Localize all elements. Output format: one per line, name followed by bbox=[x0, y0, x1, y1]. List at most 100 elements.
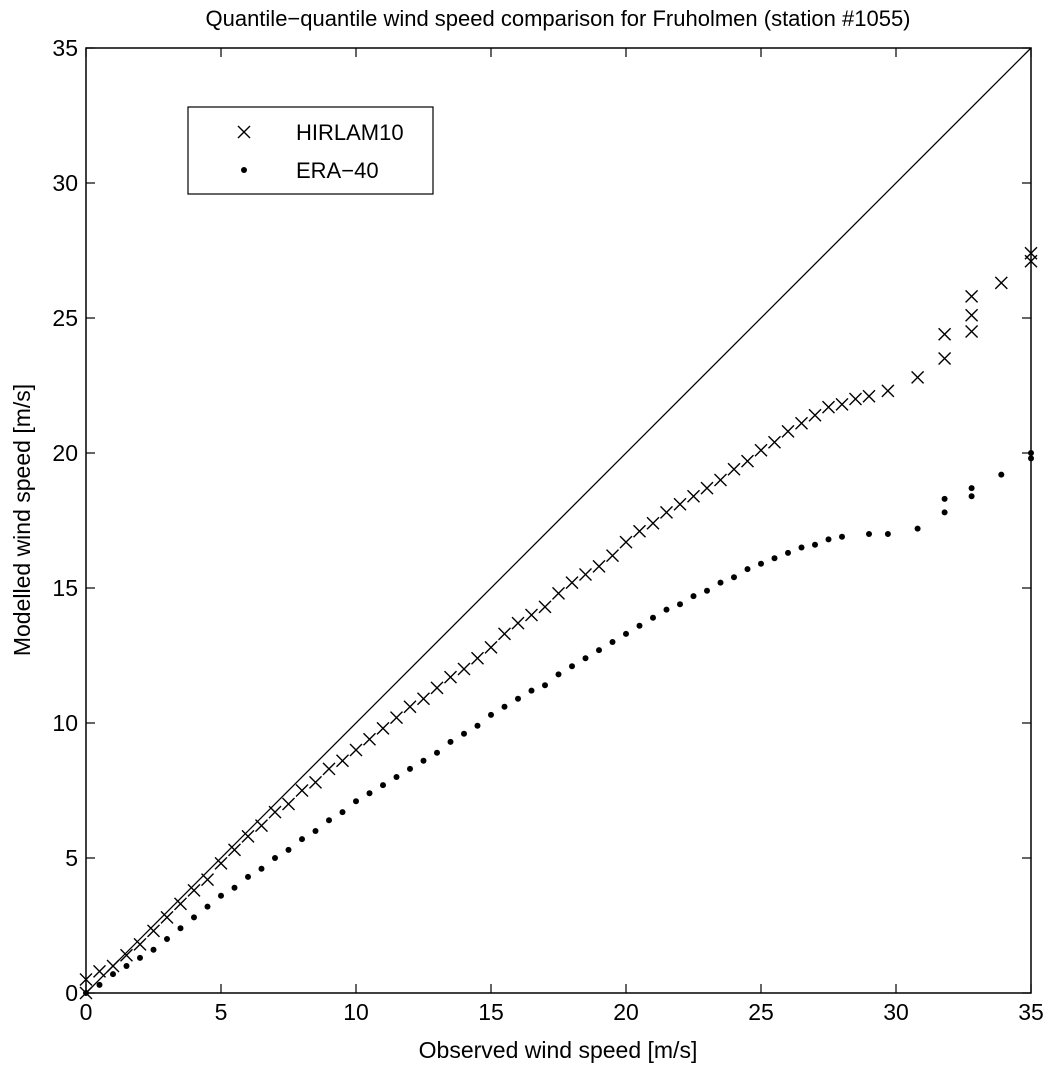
marker-x bbox=[390, 711, 403, 725]
legend-label: ERA−40 bbox=[296, 158, 379, 183]
marker-dot bbox=[420, 757, 427, 764]
identity-line bbox=[85, 47, 1032, 994]
marker-dot bbox=[582, 655, 589, 662]
marker-dot bbox=[968, 493, 975, 500]
marker-x bbox=[673, 497, 687, 511]
marker-dot bbox=[326, 817, 332, 824]
marker-x bbox=[741, 454, 754, 468]
marker-dot bbox=[258, 865, 265, 872]
x-tick-label: 15 bbox=[478, 999, 504, 1025]
marker-dot bbox=[204, 903, 211, 910]
marker-x bbox=[754, 443, 768, 457]
y-tick-label: 0 bbox=[65, 980, 78, 1006]
y-tick-label: 20 bbox=[52, 440, 78, 466]
marker-dot bbox=[137, 954, 143, 961]
y-tick-label: 35 bbox=[52, 35, 78, 61]
marker-dot bbox=[663, 606, 670, 613]
marker-dot bbox=[609, 639, 616, 645]
marker-x bbox=[376, 721, 390, 735]
marker-x bbox=[714, 473, 727, 487]
y-tick-label: 5 bbox=[65, 845, 78, 871]
marker-dot bbox=[339, 809, 346, 816]
marker-dot bbox=[866, 531, 872, 537]
marker-x bbox=[862, 389, 876, 403]
marker-x bbox=[417, 692, 430, 706]
marker-dot bbox=[623, 630, 629, 637]
marker-dot bbox=[650, 614, 656, 621]
marker-dot bbox=[366, 790, 373, 797]
marker-x bbox=[822, 400, 835, 414]
marker-x bbox=[120, 948, 133, 962]
marker-x bbox=[282, 797, 295, 811]
marker-dot bbox=[164, 936, 170, 942]
marker-x bbox=[133, 937, 147, 951]
marker-x bbox=[538, 600, 552, 614]
marker-x bbox=[938, 352, 952, 365]
marker-dot bbox=[380, 782, 386, 789]
x-tick-label: 30 bbox=[883, 999, 909, 1025]
marker-dot bbox=[839, 533, 845, 540]
y-tick-label: 10 bbox=[52, 710, 78, 736]
marker-dot bbox=[353, 798, 359, 805]
marker-x bbox=[237, 125, 251, 139]
marker-dot bbox=[83, 990, 89, 996]
marker-x bbox=[965, 325, 979, 338]
marker-x bbox=[565, 576, 579, 590]
marker-dot bbox=[231, 884, 238, 891]
marker-x bbox=[363, 732, 376, 746]
marker-dot bbox=[407, 765, 413, 772]
x-tick-label: 20 bbox=[613, 999, 639, 1025]
marker-dot bbox=[555, 671, 562, 678]
marker-dot bbox=[501, 703, 508, 710]
marker-x bbox=[579, 568, 592, 581]
marker-dot bbox=[488, 711, 494, 718]
marker-dot bbox=[110, 971, 116, 978]
marker-dot bbox=[704, 587, 710, 594]
marker-dot bbox=[434, 749, 440, 756]
marker-dot bbox=[218, 892, 224, 899]
marker-x bbox=[795, 416, 808, 430]
marker-x bbox=[309, 775, 322, 789]
marker-x bbox=[727, 462, 741, 476]
chart-title: Quantile−quantile wind speed comparison … bbox=[205, 6, 910, 31]
y-tick-label: 30 bbox=[52, 170, 78, 196]
marker-x bbox=[79, 973, 93, 986]
marker-x bbox=[552, 586, 565, 600]
marker-dot bbox=[312, 828, 319, 834]
marker-dot bbox=[96, 981, 103, 988]
marker-x bbox=[511, 616, 525, 630]
marker-x bbox=[268, 805, 282, 819]
marker-x bbox=[965, 289, 979, 303]
marker-dot bbox=[798, 544, 805, 551]
marker-dot bbox=[569, 663, 575, 670]
marker-dot bbox=[245, 873, 251, 880]
marker-x bbox=[187, 883, 201, 897]
marker-x bbox=[93, 964, 106, 978]
marker-dot bbox=[299, 836, 305, 843]
x-axis-label: Observed wind speed [m/s] bbox=[419, 1037, 698, 1063]
marker-x bbox=[255, 819, 268, 833]
marker-dot bbox=[914, 525, 921, 532]
marker-x bbox=[336, 754, 349, 768]
marker-x bbox=[633, 524, 646, 538]
marker-x bbox=[349, 743, 363, 757]
y-tick-label: 15 bbox=[52, 575, 78, 601]
marker-dot bbox=[812, 541, 818, 548]
marker-x bbox=[295, 784, 309, 797]
marker-dot bbox=[690, 593, 697, 600]
marker-dot bbox=[177, 925, 184, 932]
marker-x bbox=[160, 910, 174, 924]
x-tick-label: 0 bbox=[80, 999, 93, 1025]
marker-x bbox=[911, 370, 925, 384]
marker-x bbox=[147, 924, 160, 938]
marker-x bbox=[835, 397, 849, 411]
marker-x bbox=[241, 829, 255, 843]
marker-x bbox=[881, 384, 895, 398]
marker-x bbox=[201, 873, 214, 887]
marker-x bbox=[606, 549, 619, 563]
marker-dot bbox=[758, 560, 764, 567]
marker-dot bbox=[968, 485, 975, 492]
marker-x bbox=[808, 408, 822, 422]
marker-dot bbox=[528, 687, 535, 694]
